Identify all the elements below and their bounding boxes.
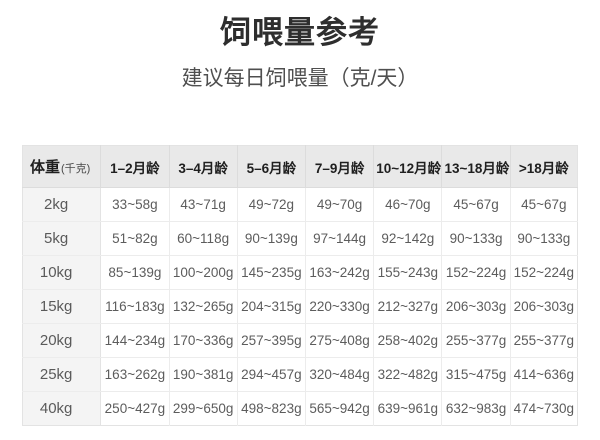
row-weight-label: 10kg (22, 255, 102, 290)
column-header-weight: 体重(千克) (22, 145, 102, 188)
column-header-age-5-6: 5–6月龄 (237, 145, 306, 188)
table-header-row: 体重(千克) 1–2月龄 3–4月龄 5–6月龄 7–9月龄 10~12月龄 1… (22, 145, 578, 188)
cell-amount: 639~961g (373, 391, 443, 426)
column-header-age-7-9: 7–9月龄 (305, 145, 375, 188)
row-weight-label: 40kg (22, 391, 102, 426)
column-header-weight-label: 体重 (30, 159, 61, 176)
cell-amount: 206~303g (441, 289, 511, 324)
feeding-amount-table: 体重(千克) 1–2月龄 3–4月龄 5–6月龄 7–9月龄 10~12月龄 1… (22, 145, 578, 426)
cell-amount: 152~224g (441, 255, 511, 290)
table-row: 2kg 33~58g 43~71g 49~72g 49~70g 46~70g 4… (22, 187, 578, 222)
cell-amount: 155~243g (373, 255, 443, 290)
cell-amount: 565~942g (305, 391, 375, 426)
row-weight-label: 2kg (22, 187, 102, 222)
cell-amount: 49~72g (237, 187, 306, 222)
cell-amount: 46~70g (373, 187, 443, 222)
cell-amount: 144~234g (100, 323, 170, 358)
cell-amount: 163~262g (100, 357, 170, 392)
cell-amount: 275~408g (305, 323, 375, 358)
cell-amount: 97~144g (305, 221, 375, 256)
cell-amount: 255~377g (441, 323, 511, 358)
cell-amount: 258~402g (373, 323, 443, 358)
column-header-age-over-18: >18月龄 (510, 145, 578, 188)
cell-amount: 206~303g (510, 289, 578, 324)
cell-amount: 294~457g (237, 357, 306, 392)
cell-amount: 145~235g (237, 255, 306, 290)
table-row: 20kg 144~234g 170~336g 257~395g 275~408g… (22, 323, 578, 358)
cell-amount: 33~58g (100, 187, 170, 222)
page-title: 饲喂量参考 (220, 15, 380, 50)
table-body: 2kg 33~58g 43~71g 49~72g 49~70g 46~70g 4… (22, 187, 578, 426)
table-row: 40kg 250~427g 299~650g 498~823g 565~942g… (22, 391, 578, 426)
cell-amount: 204~315g (237, 289, 306, 324)
page-subtitle: 建议每日饲喂量（克/天） (181, 66, 419, 90)
cell-amount: 45~67g (441, 187, 511, 222)
cell-amount: 170~336g (169, 323, 238, 358)
table-row: 10kg 85~139g 100~200g 145~235g 163~242g … (22, 255, 578, 290)
cell-amount: 100~200g (169, 255, 238, 290)
cell-amount: 322~482g (373, 357, 443, 392)
table-header: 体重(千克) 1–2月龄 3–4月龄 5–6月龄 7–9月龄 10~12月龄 1… (22, 145, 578, 188)
cell-amount: 632~983g (441, 391, 511, 426)
table-row: 25kg 163~262g 190~381g 294~457g 320~484g… (22, 357, 578, 392)
cell-amount: 90~133g (441, 221, 511, 256)
cell-amount: 320~484g (305, 357, 375, 392)
column-header-age-13-18: 13~18月龄 (441, 145, 511, 188)
cell-amount: 43~71g (169, 187, 238, 222)
cell-amount: 92~142g (373, 221, 443, 256)
cell-amount: 163~242g (305, 255, 375, 290)
cell-amount: 255~377g (510, 323, 578, 358)
cell-amount: 220~330g (305, 289, 375, 324)
row-weight-label: 5kg (22, 221, 102, 256)
cell-amount: 49~70g (305, 187, 375, 222)
cell-amount: 132~265g (169, 289, 238, 324)
cell-amount: 51~82g (100, 221, 170, 256)
cell-amount: 45~67g (510, 187, 578, 222)
row-weight-label: 20kg (22, 323, 102, 358)
feeding-table-container: 体重(千克) 1–2月龄 3–4月龄 5–6月龄 7–9月龄 10~12月龄 1… (22, 145, 578, 426)
row-weight-label: 15kg (22, 289, 102, 324)
column-header-weight-unit: (千克) (61, 163, 91, 175)
cell-amount: 498~823g (237, 391, 306, 426)
cell-amount: 414~636g (510, 357, 578, 392)
cell-amount: 152~224g (510, 255, 578, 290)
cell-amount: 212~327g (373, 289, 443, 324)
cell-amount: 190~381g (169, 357, 238, 392)
cell-amount: 299~650g (169, 391, 238, 426)
cell-amount: 60~118g (169, 221, 238, 256)
cell-amount: 315~475g (441, 357, 511, 392)
column-header-age-1-2: 1–2月龄 (100, 145, 170, 188)
column-header-age-10-12: 10~12月龄 (373, 145, 443, 188)
cell-amount: 85~139g (100, 255, 170, 290)
row-weight-label: 25kg (22, 357, 102, 392)
column-header-age-3-4: 3–4月龄 (169, 145, 238, 188)
cell-amount: 116~183g (100, 289, 170, 324)
table-row: 5kg 51~82g 60~118g 90~139g 97~144g 92~14… (22, 221, 578, 256)
cell-amount: 257~395g (237, 323, 306, 358)
cell-amount: 250~427g (100, 391, 170, 426)
cell-amount: 90~139g (237, 221, 306, 256)
cell-amount: 90~133g (510, 221, 578, 256)
table-row: 15kg 116~183g 132~265g 204~315g 220~330g… (22, 289, 578, 324)
cell-amount: 474~730g (510, 391, 578, 426)
